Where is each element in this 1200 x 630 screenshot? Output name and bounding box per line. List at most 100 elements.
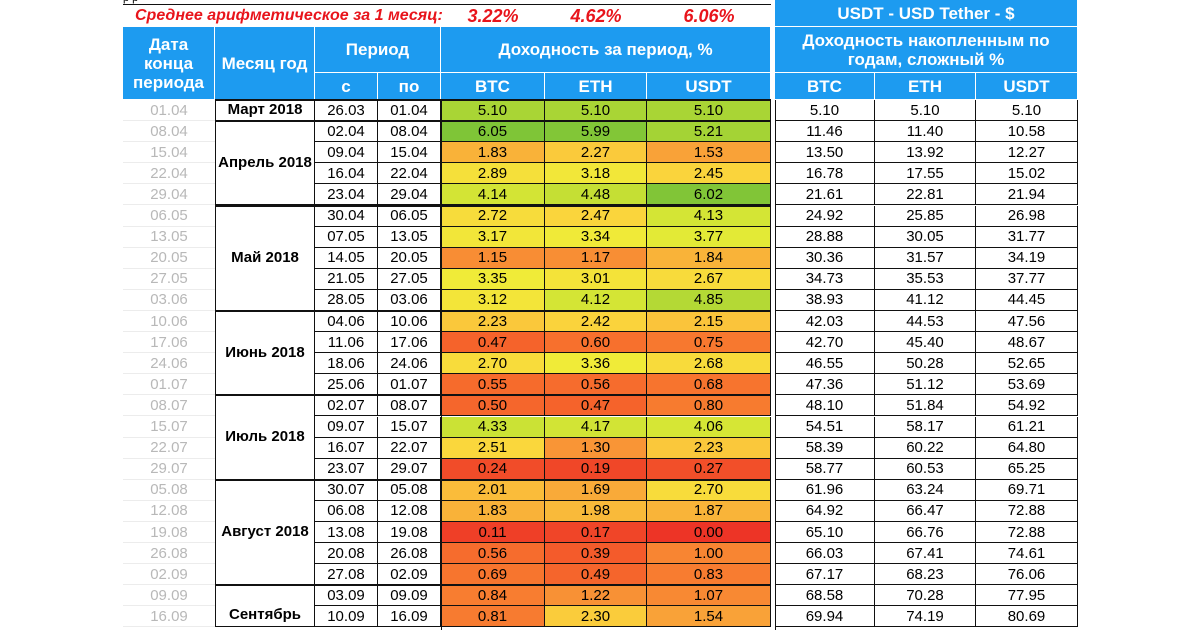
period-from-cell[interactable]: 13.08 bbox=[315, 522, 378, 544]
cumulative-btc-cell[interactable]: 65.10 bbox=[775, 522, 875, 544]
end-date-cell[interactable]: 27.05 bbox=[123, 269, 215, 290]
yield-btc-cell[interactable]: 0.47 bbox=[441, 332, 545, 354]
period-from-cell[interactable]: 16.04 bbox=[315, 163, 378, 185]
cumulative-btc-cell[interactable]: 47.36 bbox=[775, 374, 875, 396]
yield-btc-cell[interactable]: 1.83 bbox=[441, 500, 545, 522]
period-from-cell[interactable]: 18.06 bbox=[315, 353, 378, 375]
cumulative-usdt-cell[interactable]: 69.71 bbox=[976, 479, 1078, 501]
yield-usdt-cell[interactable]: 4.85 bbox=[647, 289, 771, 311]
yield-usdt-cell[interactable]: 6.02 bbox=[647, 184, 771, 206]
cumulative-btc-cell[interactable]: 42.03 bbox=[775, 311, 875, 333]
cumulative-usdt-cell[interactable]: 44.45 bbox=[976, 289, 1078, 311]
yield-usdt-cell[interactable]: 0.83 bbox=[647, 564, 771, 586]
yield-usdt-cell[interactable]: 1.00 bbox=[647, 543, 771, 565]
yield-eth-cell[interactable]: 1.17 bbox=[545, 247, 647, 269]
col-yield-eth[interactable]: ETH bbox=[545, 73, 647, 100]
end-date-cell[interactable]: 26.08 bbox=[123, 543, 215, 565]
yield-btc-cell[interactable]: 0.69 bbox=[441, 564, 545, 586]
end-date-cell[interactable]: 13.05 bbox=[123, 227, 215, 248]
col-month[interactable]: Месяц год bbox=[215, 27, 315, 100]
end-date-cell[interactable]: 15.07 bbox=[123, 417, 215, 438]
yield-usdt-cell[interactable]: 0.75 bbox=[647, 332, 771, 354]
period-from-cell[interactable]: 23.04 bbox=[315, 184, 378, 206]
cumulative-eth-cell[interactable]: 66.76 bbox=[875, 522, 976, 544]
yield-btc-cell[interactable]: 0.56 bbox=[441, 543, 545, 565]
cumulative-eth-cell[interactable]: 44.53 bbox=[875, 311, 976, 333]
yield-btc-cell[interactable]: 2.70 bbox=[441, 353, 545, 375]
cumulative-eth-cell[interactable]: 66.47 bbox=[875, 500, 976, 522]
end-date-cell[interactable]: 24.06 bbox=[123, 353, 215, 375]
yield-usdt-cell[interactable]: 1.53 bbox=[647, 142, 771, 164]
yield-usdt-cell[interactable]: 4.13 bbox=[647, 205, 771, 227]
period-to-cell[interactable]: 20.05 bbox=[378, 247, 441, 269]
yield-usdt-cell[interactable]: 4.06 bbox=[647, 416, 771, 438]
yield-btc-cell[interactable]: 0.50 bbox=[441, 395, 545, 417]
avg-eth[interactable]: 4.62% bbox=[570, 5, 622, 26]
cumulative-eth-cell[interactable]: 68.23 bbox=[875, 564, 976, 586]
end-date-cell[interactable]: 06.05 bbox=[123, 206, 215, 227]
yield-usdt-cell[interactable]: 1.07 bbox=[647, 585, 771, 607]
cumulative-eth-cell[interactable]: 70.28 bbox=[875, 585, 976, 607]
yield-usdt-cell[interactable]: 0.00 bbox=[647, 522, 771, 544]
cumulative-btc-cell[interactable]: 66.03 bbox=[775, 543, 875, 565]
period-from-cell[interactable]: 03.09 bbox=[315, 585, 378, 607]
yield-btc-cell[interactable]: 2.72 bbox=[441, 205, 545, 227]
yield-btc-cell[interactable]: 1.15 bbox=[441, 247, 545, 269]
yield-btc-cell[interactable]: 6.05 bbox=[441, 121, 545, 143]
cumulative-usdt-cell[interactable]: 61.21 bbox=[976, 416, 1078, 438]
month-cell[interactable]: Июнь 2018 bbox=[215, 311, 315, 396]
end-date-cell[interactable]: 01.04 bbox=[123, 100, 215, 122]
cumulative-eth-cell[interactable]: 67.41 bbox=[875, 543, 976, 565]
cumulative-eth-cell[interactable]: 41.12 bbox=[875, 289, 976, 311]
period-from-cell[interactable]: 30.04 bbox=[315, 205, 378, 227]
col-yield[interactable]: Доходность за период, % bbox=[441, 27, 771, 73]
yield-btc-cell[interactable]: 0.11 bbox=[441, 522, 545, 544]
period-to-cell[interactable]: 19.08 bbox=[378, 522, 441, 544]
cumulative-btc-cell[interactable]: 5.10 bbox=[775, 100, 875, 122]
col-yield-btc[interactable]: BTC bbox=[441, 73, 545, 100]
cumulative-eth-cell[interactable]: 74.19 bbox=[875, 606, 976, 628]
cumulative-eth-cell[interactable]: 31.57 bbox=[875, 247, 976, 269]
period-to-cell[interactable]: 05.08 bbox=[378, 479, 441, 501]
cumulative-usdt-cell[interactable]: 76.06 bbox=[976, 564, 1078, 586]
yield-eth-cell[interactable]: 0.60 bbox=[545, 332, 647, 354]
cumulative-btc-cell[interactable]: 58.39 bbox=[775, 437, 875, 459]
yield-eth-cell[interactable]: 0.17 bbox=[545, 522, 647, 544]
cumulative-usdt-cell[interactable]: 21.94 bbox=[976, 184, 1078, 206]
cumulative-eth-cell[interactable]: 13.92 bbox=[875, 142, 976, 164]
yield-usdt-cell[interactable]: 1.54 bbox=[647, 606, 771, 628]
month-cell[interactable]: Сентябрь bbox=[215, 585, 315, 628]
cumulative-usdt-cell[interactable]: 65.25 bbox=[976, 458, 1078, 480]
cumulative-btc-cell[interactable]: 69.94 bbox=[775, 606, 875, 628]
yield-btc-cell[interactable]: 2.01 bbox=[441, 479, 545, 501]
period-to-cell[interactable]: 08.04 bbox=[378, 121, 441, 143]
cumulative-usdt-cell[interactable]: 80.69 bbox=[976, 606, 1078, 628]
period-from-cell[interactable]: 10.09 bbox=[315, 606, 378, 628]
cumulative-eth-cell[interactable]: 63.24 bbox=[875, 479, 976, 501]
period-to-cell[interactable]: 02.09 bbox=[378, 564, 441, 586]
end-date-cell[interactable]: 17.06 bbox=[123, 332, 215, 354]
yield-usdt-cell[interactable]: 0.68 bbox=[647, 374, 771, 396]
period-from-cell[interactable]: 26.03 bbox=[315, 100, 378, 122]
yield-eth-cell[interactable]: 5.10 bbox=[545, 100, 647, 122]
cumulative-usdt-cell[interactable]: 15.02 bbox=[976, 163, 1078, 185]
cumulative-usdt-cell[interactable]: 53.69 bbox=[976, 374, 1078, 396]
yield-btc-cell[interactable]: 4.33 bbox=[441, 416, 545, 438]
cumulative-eth-cell[interactable]: 11.40 bbox=[875, 121, 976, 143]
col-cumulative[interactable]: Доходность накопленным по годам, сложный… bbox=[775, 27, 1078, 73]
usdt-banner[interactable]: USDT - USD Tether - $ bbox=[775, 0, 1078, 27]
period-to-cell[interactable]: 22.04 bbox=[378, 163, 441, 185]
col-yield-usdt[interactable]: USDT bbox=[647, 73, 771, 100]
month-cell[interactable]: Апрель 2018 bbox=[215, 121, 315, 206]
yield-btc-cell[interactable]: 3.12 bbox=[441, 289, 545, 311]
yield-btc-cell[interactable]: 0.55 bbox=[441, 374, 545, 396]
month-cell[interactable]: Август 2018 bbox=[215, 479, 315, 586]
end-date-cell[interactable]: 19.08 bbox=[123, 522, 215, 544]
cumulative-btc-cell[interactable]: 16.78 bbox=[775, 163, 875, 185]
cumulative-btc-cell[interactable]: 30.36 bbox=[775, 247, 875, 269]
cumulative-btc-cell[interactable]: 42.70 bbox=[775, 332, 875, 354]
period-to-cell[interactable]: 01.04 bbox=[378, 100, 441, 122]
yield-eth-cell[interactable]: 1.98 bbox=[545, 500, 647, 522]
yield-eth-cell[interactable]: 5.99 bbox=[545, 121, 647, 143]
month-cell[interactable]: Июль 2018 bbox=[215, 395, 315, 480]
